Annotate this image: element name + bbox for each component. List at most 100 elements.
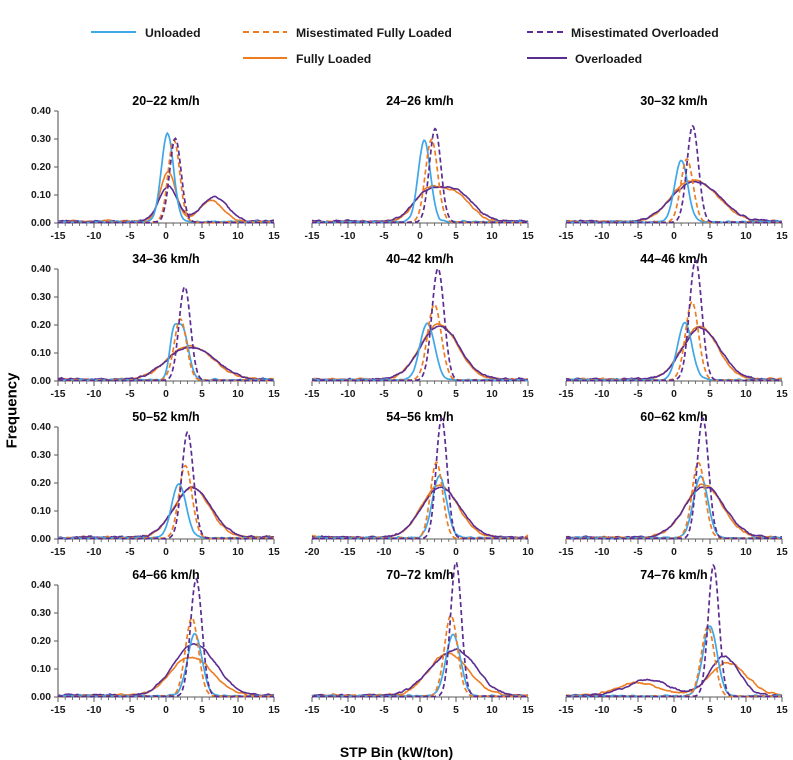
svg-text:-20: -20 <box>305 547 320 558</box>
svg-text:-5: -5 <box>379 705 388 716</box>
svg-text:0: 0 <box>671 389 677 400</box>
svg-text:-15: -15 <box>559 547 574 558</box>
svg-text:5: 5 <box>453 705 459 716</box>
svg-text:5: 5 <box>489 547 495 558</box>
svg-text:5: 5 <box>453 231 459 242</box>
svg-text:5: 5 <box>707 231 713 242</box>
svg-text:0.00: 0.00 <box>31 692 51 703</box>
svg-text:10: 10 <box>232 547 244 558</box>
svg-text:-10: -10 <box>87 389 102 400</box>
svg-text:10: 10 <box>740 705 752 716</box>
svg-text:0.10: 0.10 <box>31 348 51 359</box>
svg-text:0.10: 0.10 <box>31 190 51 201</box>
svg-text:-15: -15 <box>51 389 66 400</box>
svg-text:5: 5 <box>707 389 713 400</box>
svg-text:64–66 km/h: 64–66 km/h <box>132 568 199 582</box>
svg-text:0: 0 <box>163 389 169 400</box>
svg-text:5: 5 <box>707 705 713 716</box>
svg-text:20–22 km/h: 20–22 km/h <box>132 94 199 108</box>
svg-text:15: 15 <box>776 231 788 242</box>
svg-text:-15: -15 <box>51 705 66 716</box>
svg-text:0.20: 0.20 <box>31 636 51 647</box>
svg-text:10: 10 <box>232 705 244 716</box>
svg-text:-10: -10 <box>595 389 610 400</box>
svg-text:0.40: 0.40 <box>31 422 51 433</box>
svg-text:30–32 km/h: 30–32 km/h <box>640 94 707 108</box>
svg-text:0: 0 <box>671 231 677 242</box>
svg-text:-10: -10 <box>341 389 356 400</box>
svg-text:10: 10 <box>486 705 498 716</box>
svg-text:40–42 km/h: 40–42 km/h <box>386 252 453 266</box>
svg-text:0: 0 <box>671 547 677 558</box>
svg-text:-10: -10 <box>87 705 102 716</box>
svg-text:-10: -10 <box>341 231 356 242</box>
svg-text:-5: -5 <box>633 389 642 400</box>
svg-text:-15: -15 <box>51 231 66 242</box>
svg-text:34–36 km/h: 34–36 km/h <box>132 252 199 266</box>
svg-text:0.00: 0.00 <box>31 376 51 387</box>
svg-text:70–72 km/h: 70–72 km/h <box>386 568 453 582</box>
svg-text:-15: -15 <box>341 547 356 558</box>
svg-text:-10: -10 <box>87 547 102 558</box>
svg-text:5: 5 <box>199 547 205 558</box>
svg-text:0.00: 0.00 <box>31 218 51 229</box>
svg-text:0: 0 <box>163 705 169 716</box>
svg-text:10: 10 <box>740 547 752 558</box>
svg-text:24–26 km/h: 24–26 km/h <box>386 94 453 108</box>
svg-text:-15: -15 <box>559 231 574 242</box>
svg-text:15: 15 <box>776 389 788 400</box>
svg-text:0: 0 <box>163 231 169 242</box>
svg-text:-10: -10 <box>87 231 102 242</box>
svg-text:5: 5 <box>453 389 459 400</box>
svg-text:10: 10 <box>486 389 498 400</box>
svg-text:0: 0 <box>417 231 423 242</box>
svg-text:-15: -15 <box>51 547 66 558</box>
svg-text:-10: -10 <box>377 547 392 558</box>
svg-text:-5: -5 <box>379 389 388 400</box>
svg-text:0.30: 0.30 <box>31 134 51 145</box>
svg-text:-10: -10 <box>595 231 610 242</box>
svg-text:0.20: 0.20 <box>31 162 51 173</box>
svg-text:-15: -15 <box>305 231 320 242</box>
svg-text:0.30: 0.30 <box>31 450 51 461</box>
svg-text:10: 10 <box>232 389 244 400</box>
svg-text:60–62 km/h: 60–62 km/h <box>640 410 707 424</box>
svg-text:Unloaded: Unloaded <box>145 26 201 40</box>
svg-text:Fully Loaded: Fully Loaded <box>296 52 371 66</box>
svg-text:-5: -5 <box>633 547 642 558</box>
svg-text:-5: -5 <box>125 231 134 242</box>
svg-text:0.40: 0.40 <box>31 264 51 275</box>
svg-text:54–56 km/h: 54–56 km/h <box>386 410 453 424</box>
svg-text:0.20: 0.20 <box>31 478 51 489</box>
svg-text:5: 5 <box>707 547 713 558</box>
svg-text:-5: -5 <box>633 231 642 242</box>
svg-text:50–52 km/h: 50–52 km/h <box>132 410 199 424</box>
svg-text:0.40: 0.40 <box>31 580 51 591</box>
svg-text:15: 15 <box>776 547 788 558</box>
svg-text:10: 10 <box>740 231 752 242</box>
svg-text:5: 5 <box>199 705 205 716</box>
svg-text:-10: -10 <box>341 705 356 716</box>
svg-text:-5: -5 <box>125 547 134 558</box>
svg-text:-15: -15 <box>305 389 320 400</box>
svg-text:-10: -10 <box>595 705 610 716</box>
svg-text:Misestimated Fully Loaded: Misestimated Fully Loaded <box>296 26 452 40</box>
svg-text:-5: -5 <box>125 389 134 400</box>
svg-text:0.10: 0.10 <box>31 664 51 675</box>
svg-text:0: 0 <box>453 547 459 558</box>
svg-text:44–46 km/h: 44–46 km/h <box>640 252 707 266</box>
svg-text:0.20: 0.20 <box>31 320 51 331</box>
svg-text:-5: -5 <box>633 705 642 716</box>
svg-text:0: 0 <box>417 389 423 400</box>
svg-text:-10: -10 <box>595 547 610 558</box>
svg-text:5: 5 <box>199 231 205 242</box>
svg-text:0.10: 0.10 <box>31 506 51 517</box>
svg-text:Misestimated Overloaded: Misestimated Overloaded <box>571 26 719 40</box>
svg-text:10: 10 <box>486 231 498 242</box>
svg-text:74–76 km/h: 74–76 km/h <box>640 568 707 582</box>
svg-text:-15: -15 <box>559 389 574 400</box>
svg-text:15: 15 <box>776 705 788 716</box>
svg-text:0: 0 <box>417 705 423 716</box>
svg-text:-5: -5 <box>125 705 134 716</box>
svg-text:-5: -5 <box>379 231 388 242</box>
